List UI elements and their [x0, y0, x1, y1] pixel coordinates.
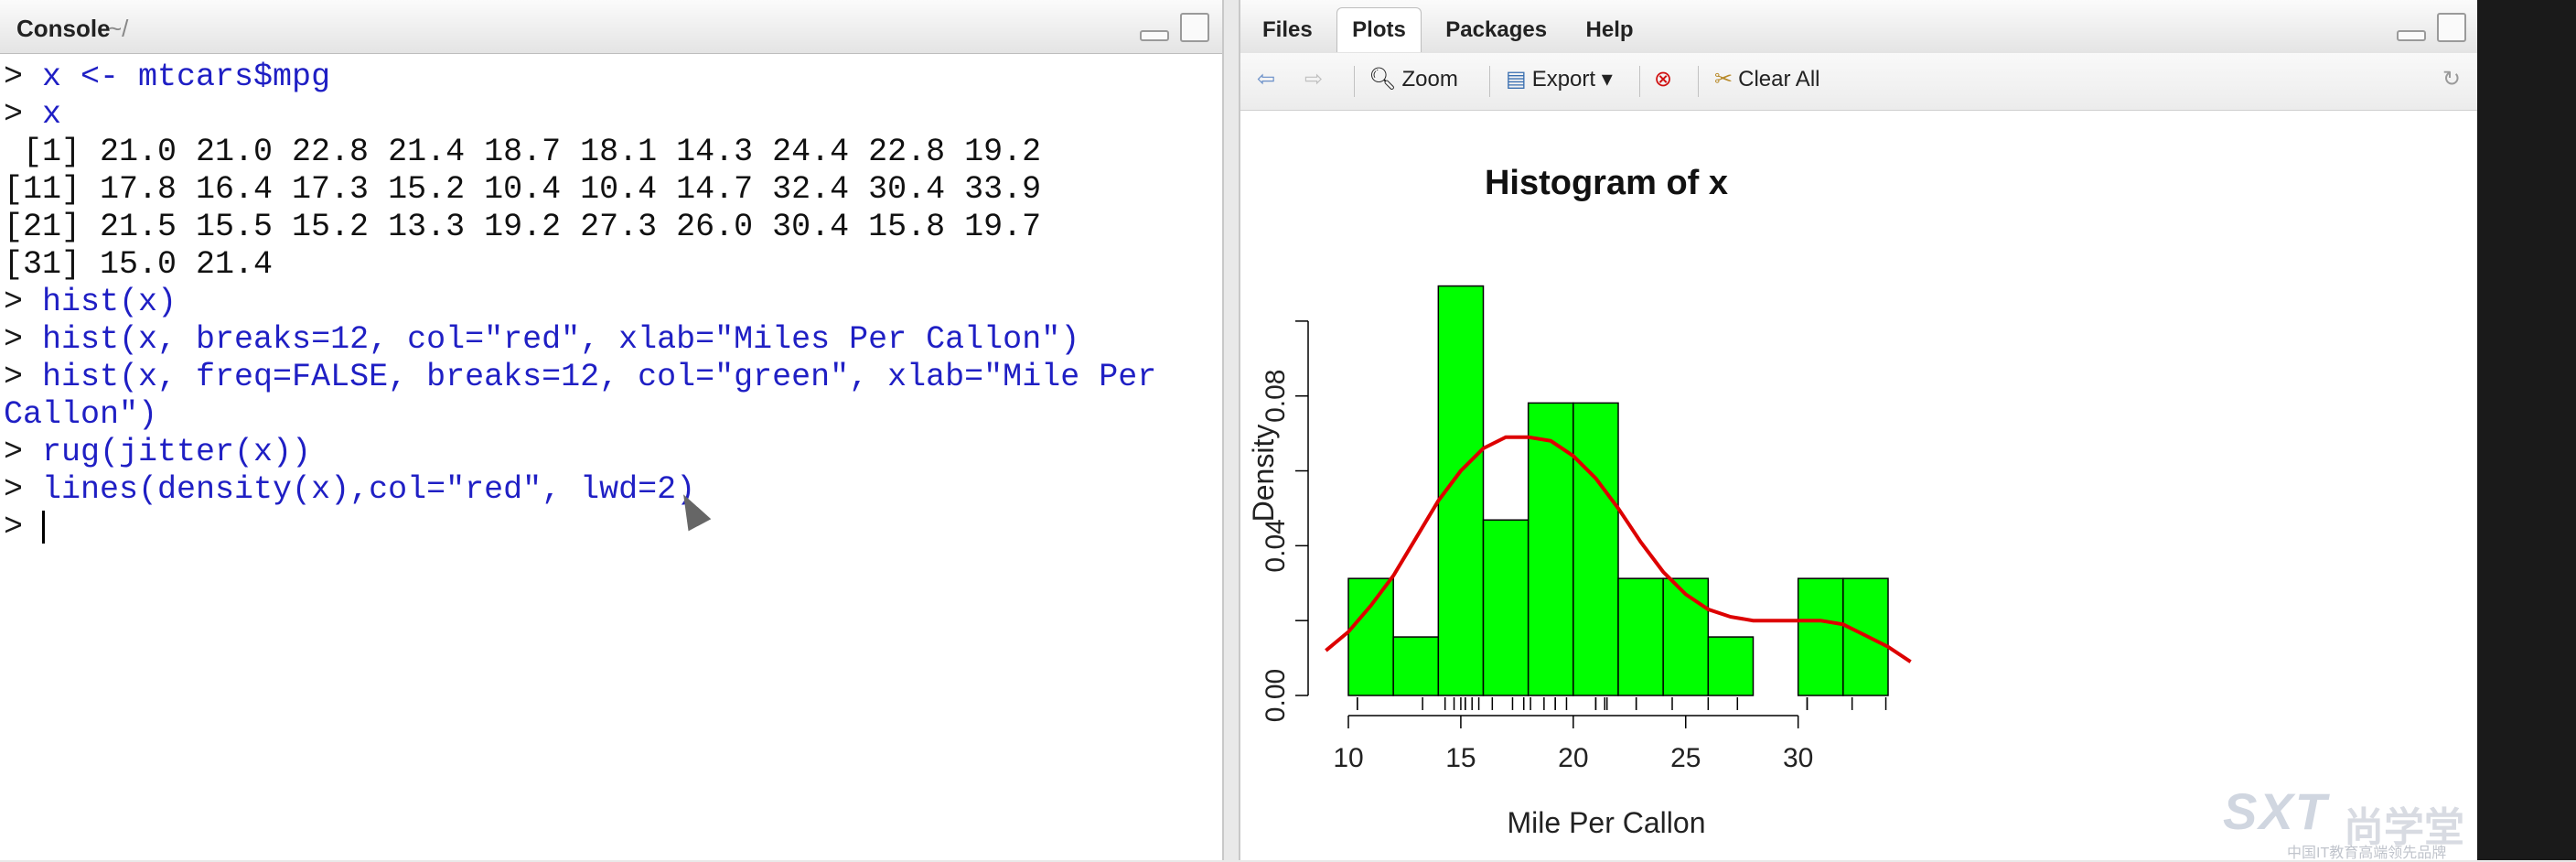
y-axis-label: Density	[1247, 425, 1280, 523]
x-tick-label: 25	[1670, 743, 1701, 773]
histogram-bar	[1707, 636, 1755, 696]
refresh-icon[interactable]: ↻	[2442, 67, 2461, 92]
console-line: [1] 21.0 21.0 22.8 21.4 18.7 18.1 14.3 2…	[4, 134, 1222, 171]
console-line: > x <- mtcars$mpg	[4, 59, 1222, 96]
sxt-logo: SXT	[2223, 782, 2328, 840]
console-prompt: >	[4, 96, 43, 133]
export-label: Export	[1531, 67, 1596, 92]
maximize-icon[interactable]	[2437, 13, 2466, 42]
x-tick-label: 20	[1558, 743, 1588, 773]
forward-arrow-icon[interactable]: ⇨	[1304, 67, 1324, 92]
x-axis-label: Mile Per Callon	[1508, 806, 1706, 839]
histogram-bar	[1572, 402, 1619, 696]
plots-pane: Files Plots Packages Help ⇦ ⇨ 🔍︎ Zoom ▤ Ex…	[1239, 0, 2479, 860]
histogram-bar	[1527, 402, 1574, 696]
console-line: Callon")	[4, 396, 1222, 434]
tab-help[interactable]: Help	[1585, 17, 1634, 42]
console-line: > lines(density(x),col="red", lwd=2)	[4, 471, 1222, 509]
histogram-bar	[1482, 519, 1530, 696]
clear-all-button[interactable]: ✂ Clear All	[1714, 66, 1819, 92]
console-line: [11] 17.8 16.4 17.3 15.2 10.4 10.4 14.7 …	[4, 171, 1222, 209]
x-tick-label: 30	[1783, 743, 1813, 773]
x-tick-label: 15	[1445, 743, 1476, 773]
console-line: > rug(jitter(x))	[4, 434, 1222, 471]
console-header: Console ~/	[0, 0, 1222, 54]
console-line: >	[4, 509, 1222, 546]
text-caret[interactable]	[42, 510, 46, 544]
y-tick-label: 0.08	[1261, 370, 1291, 423]
histogram-bar	[1662, 577, 1710, 696]
tab-plots[interactable]: Plots	[1336, 7, 1422, 52]
console-window-buttons	[1132, 13, 1209, 42]
magnifier-icon: 🔍︎	[1368, 67, 1397, 92]
console-command: hist(x, freq=FALSE, breaks=12, col="gree…	[42, 359, 1157, 395]
console-output[interactable]: > x <- mtcars$mpg > x [1] 21.0 21.0 22.8 …	[0, 59, 1222, 860]
plots-window-buttons	[2389, 13, 2466, 42]
console-prompt: >	[4, 321, 43, 358]
console-prompt: >	[4, 509, 43, 545]
density-line	[1325, 435, 1912, 663]
plots-header: Files Plots Packages Help	[1240, 0, 2479, 54]
console-line: > x	[4, 96, 1222, 134]
zoom-label: Zoom	[1401, 67, 1458, 92]
console-command: hist(x, breaks=12, col="red", xlab="Mile…	[42, 321, 1080, 358]
export-icon: ▤	[1506, 67, 1527, 92]
minimize-icon[interactable]	[1139, 30, 1169, 41]
console-prompt: >	[4, 359, 43, 395]
console-command: rug(jitter(x))	[42, 434, 312, 470]
histogram-bar	[1617, 577, 1664, 696]
console-prompt: >	[4, 434, 43, 470]
toolbar-divider	[1489, 66, 1490, 97]
x-tick-label: 10	[1333, 743, 1363, 773]
y-tick-label: 0.00	[1261, 669, 1291, 722]
console-output-text: [11] 17.8 16.4 17.3 15.2 10.4 10.4 14.7 …	[4, 171, 1042, 208]
clear-all-label: Clear All	[1738, 67, 1820, 92]
toolbar-divider	[1698, 66, 1699, 97]
plot-viewer: 10 15 20 25 30 0.00 0.04 0.08 Histogram of x Mile…	[1240, 112, 2479, 860]
console-output-text: [1] 21.0 21.0 22.8 21.4 18.7 18.1 14.3 2…	[4, 134, 1042, 170]
maximize-icon[interactable]	[1180, 13, 1209, 42]
console-prompt: >	[4, 471, 43, 508]
console-line: > hist(x)	[4, 284, 1222, 321]
console-line: [31] 15.0 21.4	[4, 246, 1222, 284]
toolbar-divider	[1639, 66, 1640, 97]
console-command: lines(density(x),col="red", lwd=2)	[42, 471, 696, 508]
console-line: > hist(x, freq=FALSE, breaks=12, col="gr…	[4, 359, 1222, 396]
sxt-logo-subtitle: 中国IT教育高端领先品牌	[2287, 846, 2447, 861]
console-line: [21] 21.5 15.5 15.2 13.3 19.2 27.3 26.0 …	[4, 209, 1222, 246]
minimize-icon[interactable]	[2396, 30, 2426, 41]
histogram-bar	[1347, 577, 1394, 696]
console-title: Console	[16, 15, 111, 42]
console-path[interactable]: ~/	[108, 15, 129, 42]
console-command: x <- mtcars$mpg	[42, 59, 331, 95]
desktop-edge	[2477, 0, 2576, 860]
console-prompt: >	[4, 59, 43, 95]
dropdown-arrow-icon: ▾	[1595, 67, 1613, 92]
console-output-text: [31] 15.0 21.4	[4, 246, 274, 283]
console-command: x	[42, 96, 62, 133]
plots-toolbar: ⇦ ⇨ 🔍︎ Zoom ▤ Export ▾ ⊗ ✂ Clear All ↻	[1240, 53, 2479, 111]
tab-files[interactable]: Files	[1262, 17, 1313, 42]
histogram-bar	[1392, 636, 1440, 696]
console-command: Callon")	[4, 396, 158, 433]
sxt-logo-cn: 尚学堂	[2344, 805, 2464, 850]
remove-plot-icon[interactable]: ⊗	[1654, 67, 1673, 92]
export-button[interactable]: ▤ Export ▾	[1506, 66, 1613, 92]
console-pane: Console ~/ > x <- mtcars$mpg > x [1] 21.0…	[0, 0, 1224, 860]
console-output-text: [21] 21.5 15.5 15.2 13.3 19.2 27.3 26.0 …	[4, 209, 1042, 245]
tab-bar: Files Plots Packages Help	[1248, 7, 1654, 53]
chart-title: Histogram of x	[1485, 164, 1728, 202]
zoom-button[interactable]: 🔍︎ Zoom	[1368, 66, 1458, 92]
back-arrow-icon[interactable]: ⇦	[1257, 67, 1276, 92]
console-command: hist(x)	[42, 284, 177, 320]
histogram-chart: 10 15 20 25 30 0.00 0.04 0.08 Histogram of x Mile…	[1247, 164, 1912, 839]
histogram-bar	[1797, 577, 1844, 696]
tab-packages[interactable]: Packages	[1445, 17, 1548, 42]
toolbar-divider	[1354, 66, 1355, 97]
y-tick-label: 0.04	[1261, 519, 1291, 572]
console-line: > hist(x, breaks=12, col="red", xlab="Mi…	[4, 321, 1222, 359]
console-prompt: >	[4, 284, 43, 320]
broom-icon: ✂	[1714, 67, 1733, 92]
